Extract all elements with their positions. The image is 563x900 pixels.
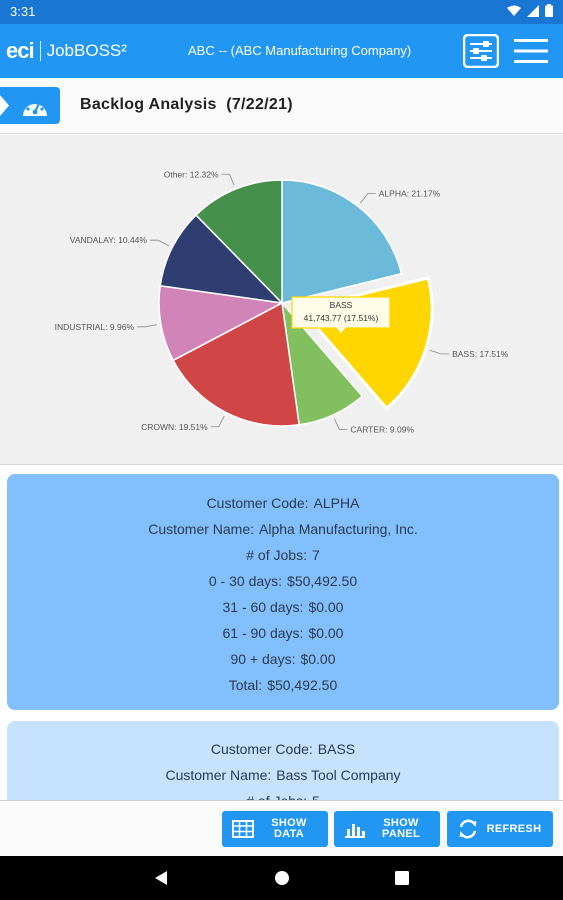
pie-label-connector bbox=[221, 173, 235, 186]
sliders-icon bbox=[463, 34, 499, 68]
refresh-label: REFRESH bbox=[486, 822, 542, 835]
card-field-label: 90 + days: bbox=[230, 651, 296, 667]
home-icon[interactable] bbox=[274, 870, 290, 886]
show-data-label-1: SHOW bbox=[271, 817, 307, 829]
pie-label-connector bbox=[210, 415, 225, 428]
recents-icon[interactable] bbox=[395, 871, 409, 885]
card-field-value: $50,492.50 bbox=[267, 677, 338, 693]
card-field-row: 90 + days: $0.00 bbox=[7, 646, 559, 672]
pie-tooltip: BASS 41,743.77 (17.51%) bbox=[291, 296, 391, 335]
card-field-row: 0 - 30 days: $50,492.50 bbox=[7, 568, 559, 594]
page-header: Backlog Analysis (7/22/21) bbox=[0, 78, 563, 134]
card-field-label: # of Jobs: bbox=[246, 793, 307, 800]
tooltip-name: BASS bbox=[330, 300, 353, 310]
card-field-row: Customer Code: ALPHA bbox=[7, 490, 559, 516]
pie-label-crown: CROWN: 19.51% bbox=[141, 422, 208, 432]
chevron-right-icon bbox=[0, 95, 9, 116]
pie-chart-area: ALPHA: 21.17% BASS: 17.51% CARTER: 9.09% CR… bbox=[0, 135, 563, 465]
dashboard-button[interactable] bbox=[0, 87, 60, 124]
refresh-icon bbox=[455, 818, 481, 840]
cell-signal-icon bbox=[527, 4, 539, 17]
table-icon bbox=[230, 818, 256, 840]
logo-jobboss: JobBOSS² bbox=[46, 41, 127, 60]
customer-card-alpha[interactable]: Customer Code: ALPHA Customer Name: Alpha M… bbox=[7, 474, 559, 710]
pie-slice-alpha[interactable] bbox=[281, 179, 403, 304]
pie-chart[interactable]: ALPHA: 21.17% BASS: 17.51% CARTER: 9.09% CR… bbox=[0, 135, 563, 465]
pie-slice-vandalay[interactable] bbox=[159, 213, 285, 305]
status-time: 3:31 bbox=[10, 4, 36, 19]
app-bar: eci JobBOSS² ABC -- (ABC Manufacturing C… bbox=[0, 24, 563, 78]
card-field-row: Customer Name: Bass Tool Company bbox=[7, 762, 559, 788]
show-panel-button[interactable]: SHOW PANEL bbox=[334, 811, 440, 847]
pie-slice-industrial[interactable] bbox=[158, 284, 285, 362]
card-field-value: $50,492.50 bbox=[287, 573, 358, 589]
pie-label-vandalay: VANDALAY: 10.44% bbox=[70, 235, 148, 245]
customer-card-list[interactable]: Customer Code: ALPHA Customer Name: Alpha M… bbox=[0, 466, 563, 800]
back-icon[interactable] bbox=[154, 870, 168, 886]
card-field-label: Customer Name: bbox=[165, 767, 272, 783]
card-field-row: # of Jobs: 5 bbox=[7, 788, 559, 800]
refresh-button[interactable]: REFRESH bbox=[447, 811, 553, 847]
card-field-value: $0.00 bbox=[300, 651, 336, 667]
show-panel-label-1: SHOW bbox=[383, 817, 419, 829]
card-field-label: 61 - 90 days: bbox=[222, 625, 304, 641]
pie-label-bass: BASS: 17.51% bbox=[452, 349, 509, 359]
logo-eci: eci bbox=[6, 38, 35, 63]
pie-label-connector bbox=[360, 193, 376, 204]
logo-divider bbox=[39, 41, 41, 61]
menu-button[interactable] bbox=[512, 33, 550, 69]
wifi-icon bbox=[507, 5, 521, 16]
card-field-label: 0 - 30 days: bbox=[208, 573, 283, 589]
card-field-value: 7 bbox=[311, 547, 320, 563]
card-field-value: 5 bbox=[312, 793, 320, 800]
bar-chart-icon bbox=[342, 818, 368, 840]
card-field-row: Total: $50,492.50 bbox=[7, 672, 559, 698]
status-bar: 3:31 bbox=[0, 0, 563, 24]
pie-label-connector bbox=[137, 324, 157, 328]
company-name: ABC -- (ABC Manufacturing Company) bbox=[188, 43, 412, 58]
card-field-row: 31 - 60 days: $0.00 bbox=[7, 594, 559, 620]
card-field-value: Bass Tool Company bbox=[276, 767, 401, 783]
card-field-row: Customer Code: BASS bbox=[7, 736, 559, 762]
page-title: Backlog Analysis (7/22/21) bbox=[80, 96, 293, 113]
card-field-value: BASS bbox=[317, 741, 356, 757]
battery-icon bbox=[545, 4, 553, 17]
pie-label-other: Other: 12.32% bbox=[164, 169, 219, 179]
bottom-action-bar: SHOW DATA SHOW PANEL REFRESH bbox=[0, 800, 563, 856]
show-data-label-2: DATA bbox=[273, 828, 305, 840]
card-field-value: $0.00 bbox=[308, 599, 344, 615]
card-field-row: # of Jobs: 7 bbox=[7, 542, 559, 568]
card-field-value: Alpha Manufacturing, Inc. bbox=[259, 521, 418, 537]
card-field-label: Customer Name: bbox=[148, 521, 255, 537]
card-field-row: 61 - 90 days: $0.00 bbox=[7, 620, 559, 646]
show-panel-label-2: PANEL bbox=[382, 828, 420, 840]
tooltip-value: 41,743.77 (17.51%) bbox=[304, 313, 379, 323]
pie-slice-crown[interactable] bbox=[172, 301, 301, 427]
speedometer-icon bbox=[23, 98, 47, 116]
customer-card-bass[interactable]: Customer Code: BASS Customer Name: Bass Too… bbox=[7, 721, 559, 800]
card-field-label: Customer Code: bbox=[210, 741, 313, 757]
card-field-value: $0.00 bbox=[308, 625, 344, 641]
pie-label-connector bbox=[149, 239, 169, 246]
card-field-label: Customer Code: bbox=[206, 495, 309, 511]
card-field-label: # of Jobs: bbox=[246, 547, 307, 563]
app-logo: eci JobBOSS² bbox=[6, 38, 127, 64]
system-nav-bar bbox=[0, 856, 563, 900]
card-field-value: ALPHA bbox=[313, 495, 360, 511]
filter-settings-button[interactable] bbox=[462, 33, 500, 69]
card-field-row: Customer Name: Alpha Manufacturing, Inc. bbox=[7, 516, 559, 542]
pie-label-carter: CARTER: 9.09% bbox=[350, 425, 414, 435]
card-field-label: 31 - 60 days: bbox=[222, 599, 304, 615]
show-data-button[interactable]: SHOW DATA bbox=[222, 811, 328, 847]
pie-label-industrial: INDUSTRIAL: 9.96% bbox=[55, 322, 135, 332]
hamburger-menu-icon bbox=[514, 39, 548, 63]
pie-slice-other[interactable] bbox=[194, 179, 283, 305]
pie-label-connector bbox=[334, 418, 348, 430]
pie-label-connector bbox=[429, 349, 450, 355]
pie-label-alpha: ALPHA: 21.17% bbox=[379, 189, 441, 199]
card-field-label: Total: bbox=[228, 677, 263, 693]
status-icons bbox=[507, 4, 553, 17]
